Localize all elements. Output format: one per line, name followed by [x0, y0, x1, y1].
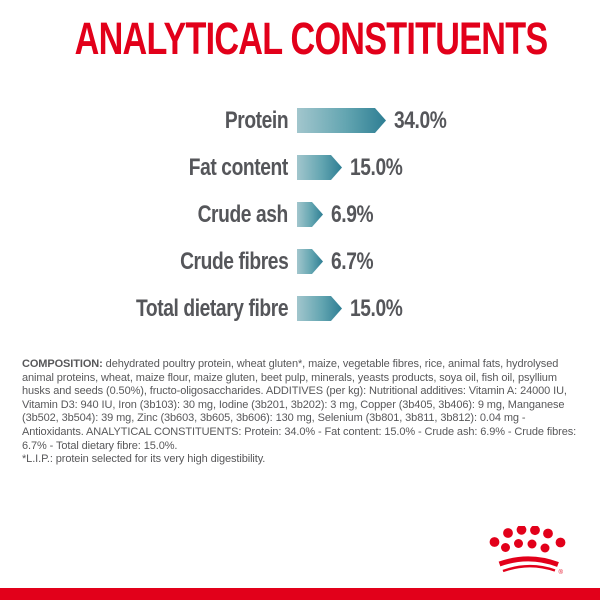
royal-canin-crown-logo: ®: [489, 526, 566, 576]
bar-value: 6.7%: [331, 247, 374, 275]
bar-value-cell: 34.0%: [394, 107, 460, 135]
bar-value-cell: 15.0%: [350, 295, 416, 323]
bar-label: Total dietary fibre: [135, 294, 288, 322]
page-title-text: ANALYTICAL CONSTITUENTS: [74, 13, 549, 64]
bar-value: 6.9%: [331, 200, 374, 228]
bottom-red-stripe: [0, 588, 600, 600]
registered-trademark-symbol: ®: [559, 569, 564, 576]
crown-pearls: [489, 526, 566, 553]
bar-label-cell: Fat content: [0, 154, 288, 182]
bar: [297, 202, 323, 227]
bar-value-cell: 6.9%: [331, 201, 384, 229]
bar-label: Protein: [224, 106, 289, 134]
composition-paragraph: COMPOSITION: dehydrated poultry protein,…: [22, 358, 579, 467]
bar-label-cell: Crude ash: [0, 200, 289, 229]
bar: [297, 155, 342, 180]
bar-label-cell: Protein: [0, 106, 289, 135]
bar-label: Crude ash: [197, 200, 289, 228]
composition-body: dehydrated poultry protein, wheat gluten…: [22, 358, 577, 452]
bar-value-cell: 15.0%: [350, 154, 416, 182]
bar-value: 15.0%: [350, 153, 403, 181]
composition-label: COMPOSITION:: [22, 358, 103, 370]
bar-row: Crude fibres 6.7%: [0, 247, 600, 276]
bar-row: Fat content 15.0%: [0, 154, 600, 182]
bar-row: Protein 34.0%: [0, 106, 600, 135]
crown-band: [498, 556, 559, 573]
analytical-constituents-chart: Protein 34.0% Fat content 15.0% Crude ash 6.9…: [0, 106, 600, 343]
bar-value: 15.0%: [350, 294, 403, 322]
bar-value-cell: 6.7%: [331, 248, 384, 276]
bar-row: Total dietary fibre 15.0%: [0, 295, 600, 323]
bar: [297, 296, 342, 321]
bar-value: 34.0%: [394, 106, 447, 134]
page-title: ANALYTICAL CONSTITUENTS: [0, 16, 600, 61]
bar-row: Crude ash 6.9%: [0, 200, 600, 229]
bar-label-cell: Crude fibres: [0, 247, 289, 276]
bar: [297, 108, 386, 133]
bar: [297, 249, 323, 274]
lip-footnote: *L.I.P.: protein selected for its very h…: [22, 453, 266, 466]
bar-label: Fat content: [188, 153, 288, 181]
bar-label-cell: Total dietary fibre: [0, 295, 288, 323]
bar-label: Crude fibres: [179, 247, 289, 275]
